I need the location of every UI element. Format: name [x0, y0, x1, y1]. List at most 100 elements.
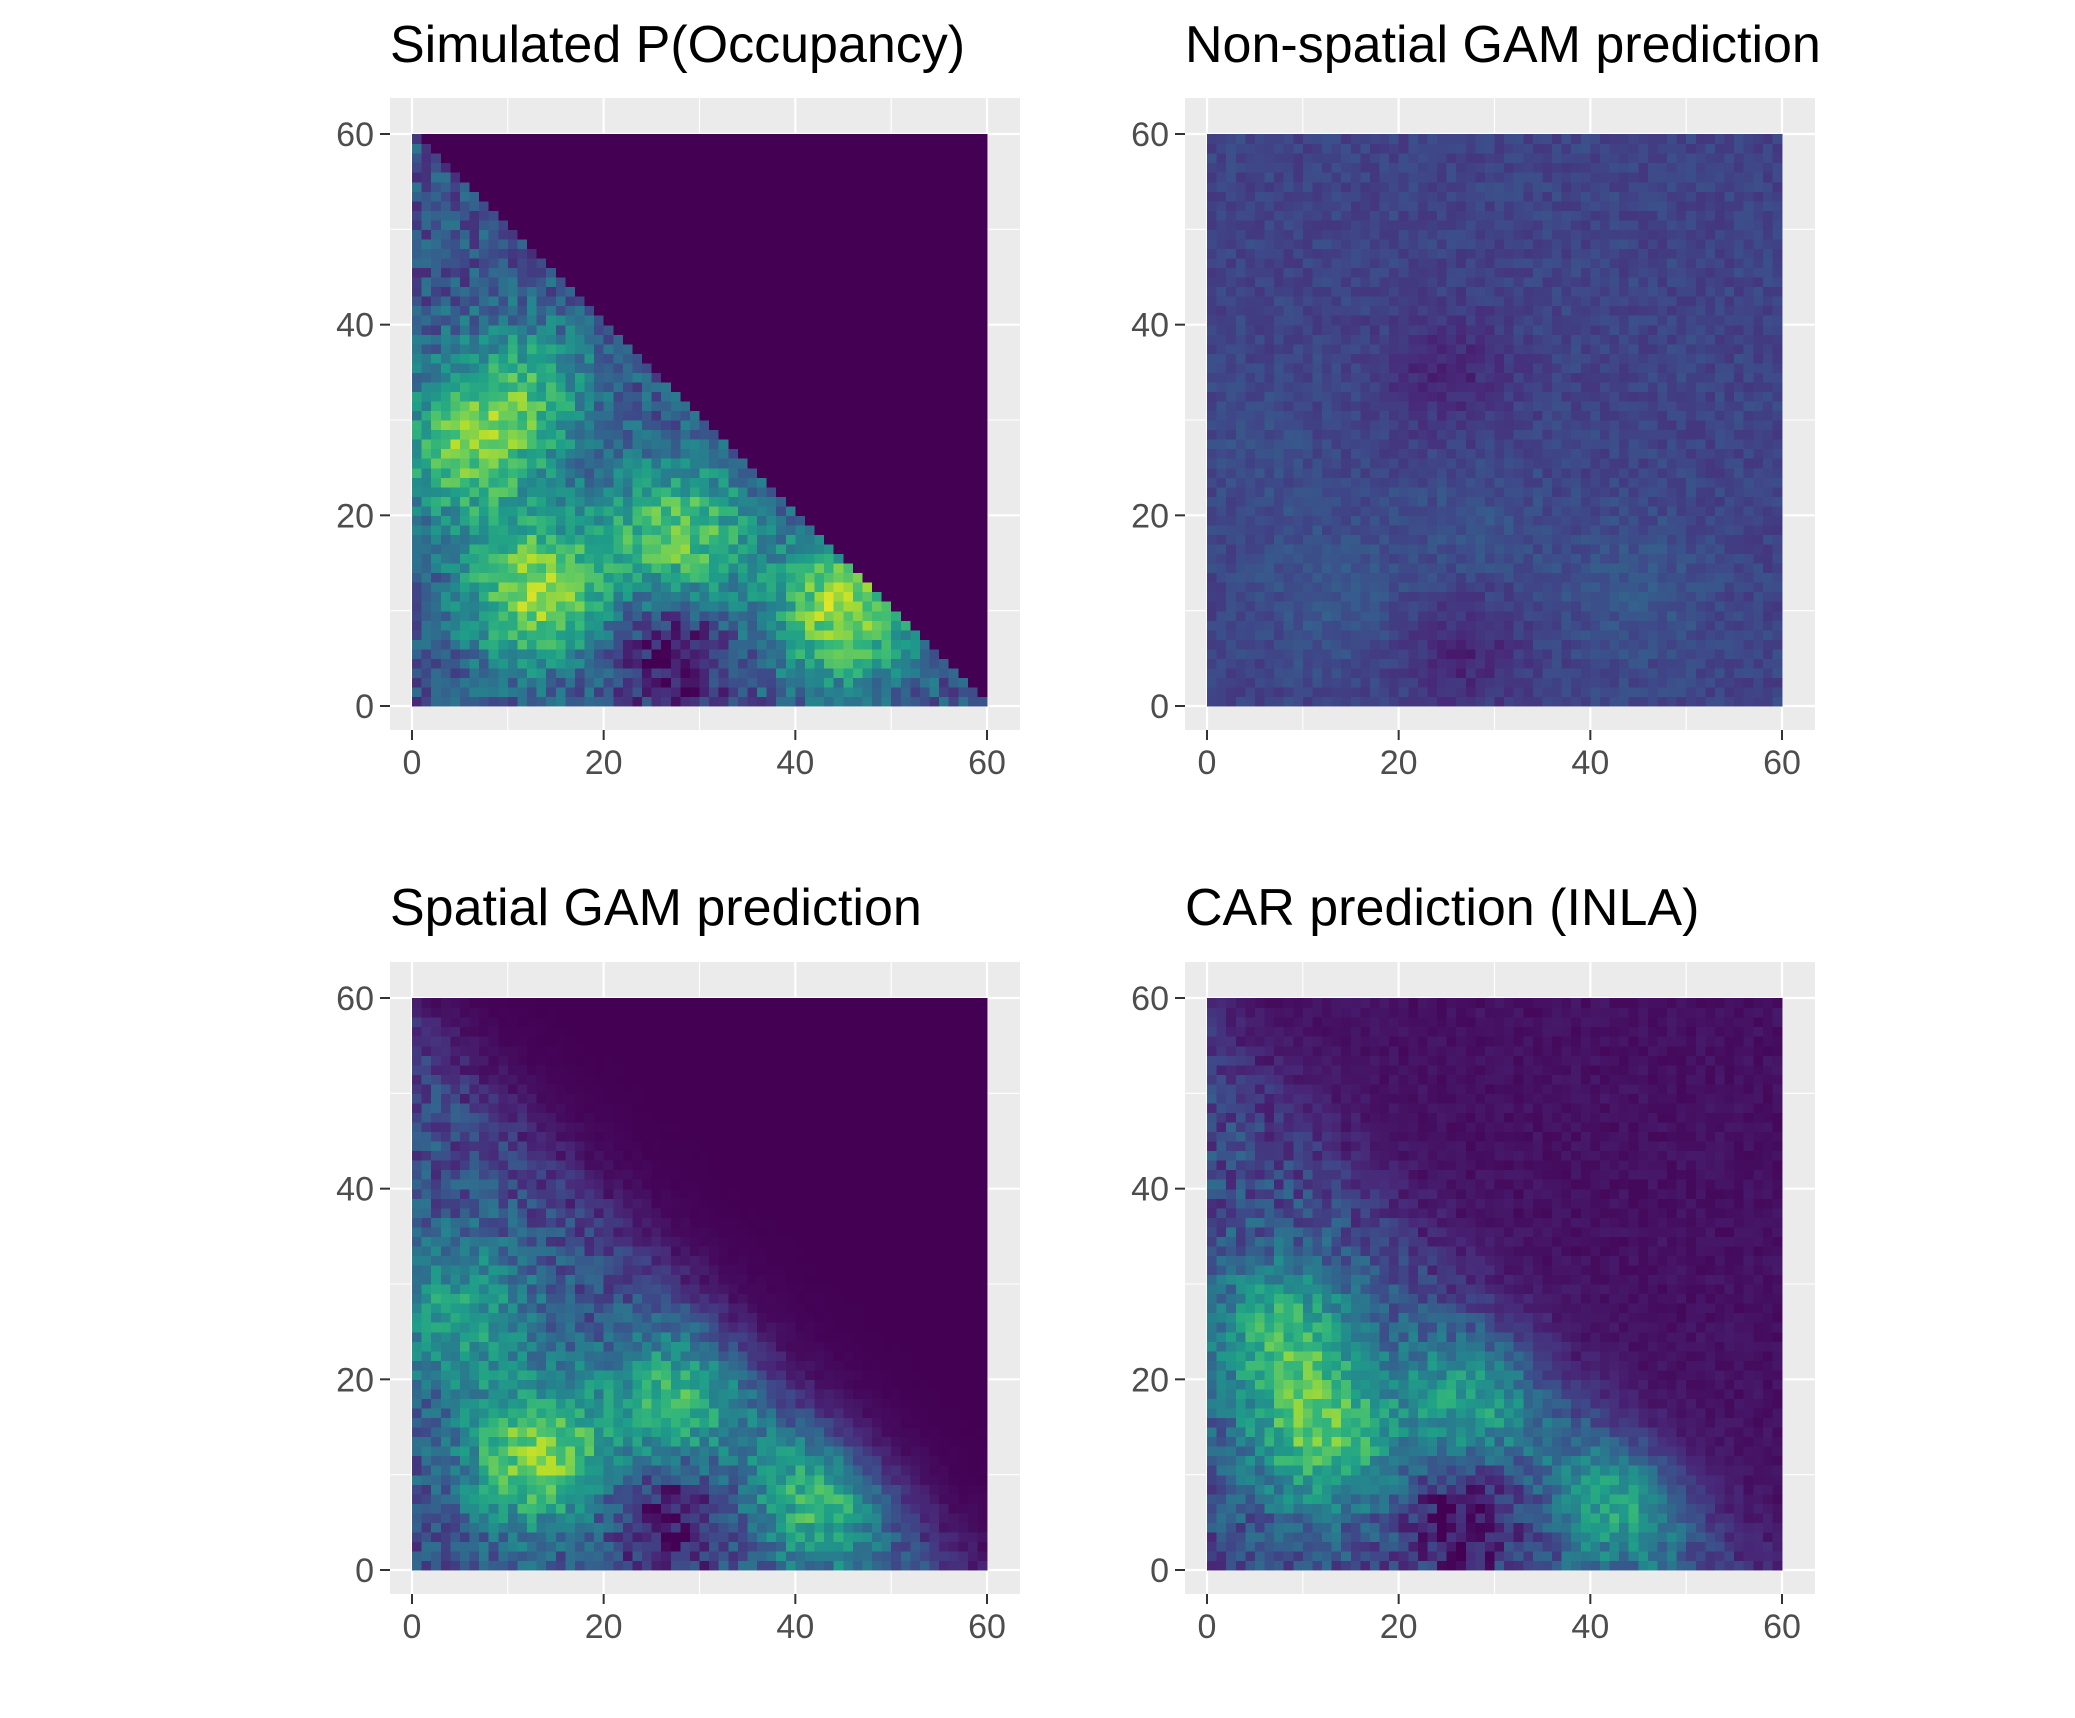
- heatmap-cell: [622, 563, 634, 574]
- heatmap-cell: [440, 238, 451, 249]
- heatmap-cell: [1369, 667, 1381, 678]
- heatmap-cell: [421, 305, 432, 316]
- heatmap-cell: [967, 658, 979, 669]
- heatmap-cell: [565, 391, 576, 402]
- heatmap-cell: [632, 181, 643, 192]
- heatmap-cell: [651, 505, 662, 516]
- heatmap-cell: [555, 553, 566, 564]
- heatmap-cell: [728, 639, 739, 650]
- heatmap-cell: [622, 305, 634, 316]
- heatmap-cell: [709, 286, 720, 297]
- heatmap-cell: [1302, 372, 1314, 383]
- heatmap-cell: [622, 610, 634, 621]
- heatmap-cell: [642, 658, 653, 669]
- heatmap-cell: [421, 277, 432, 288]
- heatmap-cell: [613, 496, 624, 507]
- heatmap-cell: [1264, 191, 1275, 202]
- heatmap-cell: [412, 496, 423, 507]
- heatmap-cell: [757, 172, 768, 183]
- heatmap-cell: [613, 286, 624, 297]
- heatmap-cell: [709, 667, 720, 678]
- heatmap-cell: [689, 458, 701, 469]
- heatmap-cell: [440, 420, 451, 431]
- heatmap-cell: [1389, 162, 1400, 173]
- heatmap-cell: [929, 257, 940, 269]
- heatmap-cell: [642, 315, 653, 326]
- heatmap-cell: [632, 448, 643, 459]
- heatmap-cell: [709, 257, 720, 269]
- heatmap-cell: [1293, 305, 1304, 316]
- heatmap-cell: [852, 229, 864, 240]
- heatmap-cell: [795, 286, 806, 297]
- heatmap-cell: [1235, 153, 1246, 164]
- heatmap-cell: [958, 582, 969, 593]
- heatmap-cell: [900, 191, 911, 202]
- heatmap-cell: [967, 381, 979, 392]
- heatmap-cell: [440, 296, 451, 307]
- heatmap-cell: [776, 686, 787, 698]
- heatmap-cell: [843, 219, 854, 230]
- heatmap-cell: [1283, 172, 1294, 183]
- heatmap-cell: [1235, 229, 1246, 240]
- heatmap-cell: [1312, 181, 1323, 192]
- heatmap-cell: [1379, 181, 1390, 192]
- heatmap-cell: [852, 515, 864, 526]
- heatmap-cell: [881, 439, 892, 450]
- heatmap-cell: [594, 477, 605, 488]
- heatmap-cell: [498, 429, 509, 440]
- heatmap-cell: [1341, 143, 1352, 154]
- heatmap-cell: [1254, 534, 1266, 545]
- heatmap-cell: [1283, 553, 1294, 564]
- heatmap-cell: [814, 667, 825, 678]
- heatmap-cell: [507, 601, 519, 612]
- heatmap-cell: [1245, 686, 1256, 698]
- heatmap-cell: [651, 582, 662, 593]
- heatmap-cell: [603, 601, 614, 612]
- heatmap-cell: [613, 362, 624, 373]
- heatmap-cell: [939, 200, 950, 211]
- heatmap-cell: [1379, 696, 1390, 707]
- heatmap-cell: [498, 563, 509, 574]
- heatmap-cell: [1408, 477, 1419, 488]
- heatmap-cell: [900, 477, 911, 488]
- heatmap-cell: [1235, 191, 1246, 202]
- heatmap-cell: [881, 248, 892, 259]
- heatmap-cell: [1264, 629, 1275, 640]
- heatmap-cell: [1264, 353, 1275, 364]
- heatmap-cell: [1254, 400, 1266, 412]
- heatmap-cell: [1254, 324, 1266, 335]
- heatmap-cell: [412, 591, 423, 602]
- heatmap-cell: [977, 248, 988, 259]
- heatmap-cell: [450, 439, 461, 450]
- heatmap-cell: [1408, 286, 1419, 297]
- heatmap-cell: [804, 372, 816, 383]
- heatmap-cell: [1408, 505, 1419, 516]
- heatmap-cell: [469, 667, 480, 678]
- heatmap-cell: [555, 238, 566, 249]
- heatmap-cell: [814, 496, 825, 507]
- heatmap-cell: [584, 686, 595, 698]
- heatmap-cell: [1254, 191, 1266, 202]
- heatmap-cell: [1235, 277, 1246, 288]
- heatmap-cell: [1398, 563, 1409, 574]
- heatmap-cell: [872, 505, 883, 516]
- heatmap-cell: [431, 229, 442, 240]
- heatmap-cell: [824, 429, 835, 440]
- heatmap-cell: [479, 448, 490, 459]
- heatmap-cell: [833, 648, 844, 659]
- heatmap-cell: [718, 372, 729, 383]
- heatmap-cell: [1312, 543, 1323, 555]
- heatmap-cell: [1331, 601, 1342, 612]
- heatmap-cell: [412, 334, 423, 345]
- heatmap-cell: [488, 420, 499, 431]
- heatmap-cell: [776, 648, 787, 659]
- heatmap-cell: [546, 648, 557, 659]
- heatmap-cell: [1245, 667, 1256, 678]
- heatmap-cell: [891, 572, 902, 583]
- heatmap-cell: [469, 248, 480, 259]
- heatmap-cell: [1389, 477, 1400, 488]
- heatmap-cell: [1350, 686, 1361, 698]
- heatmap-cell: [459, 572, 471, 583]
- heatmap-cell: [814, 296, 825, 307]
- heatmap-cell: [1360, 162, 1371, 173]
